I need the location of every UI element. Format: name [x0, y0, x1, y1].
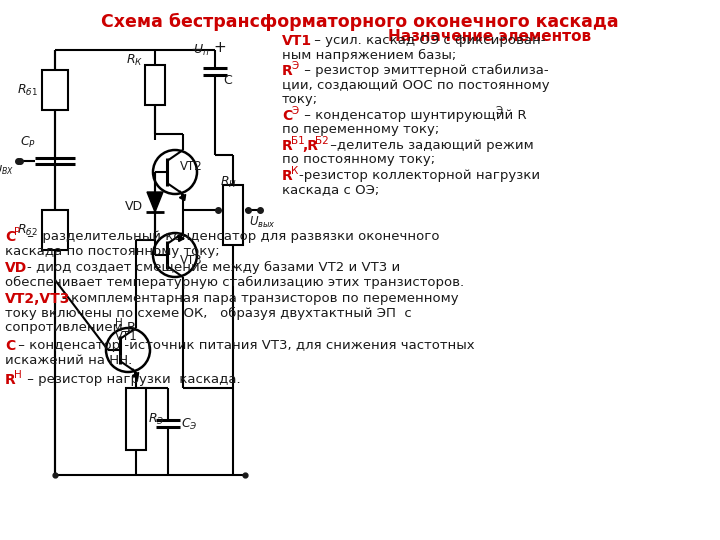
Text: VT3: VT3: [180, 253, 202, 267]
Text: Э: Э: [291, 61, 298, 71]
Text: R: R: [5, 373, 16, 387]
Bar: [42, 210, 68, 250]
Text: каскада по постоянному току;: каскада по постоянному току;: [5, 245, 220, 258]
Text: VD: VD: [125, 199, 143, 213]
Text: – резистор нагрузки  каскада.: – резистор нагрузки каскада.: [23, 373, 240, 386]
Text: по переменному току;: по переменному току;: [282, 123, 439, 136]
Text: –делитель задающий режим: –делитель задающий режим: [326, 138, 534, 152]
Text: $U_{вых}$: $U_{вых}$: [249, 214, 276, 230]
Text: R: R: [282, 168, 293, 183]
Text: – конденсатор шунтирующий R: – конденсатор шунтирующий R: [300, 109, 526, 122]
Text: каскада с ОЭ;: каскада с ОЭ;: [282, 183, 379, 196]
Text: VD: VD: [5, 261, 27, 275]
Text: току;: току;: [282, 93, 318, 106]
Text: С: С: [5, 230, 15, 244]
Text: - комплементарная пара транзисторов по переменному: - комплементарная пара транзисторов по п…: [62, 292, 459, 305]
Text: – усил. каскад ОЭ с фиксирован-: – усил. каскад ОЭ с фиксирован-: [310, 34, 546, 47]
Text: С: С: [282, 109, 292, 123]
Text: Н: Н: [115, 318, 122, 328]
Text: Б1: Б1: [291, 136, 305, 145]
Text: Назначение элементов: Назначение элементов: [388, 29, 592, 44]
Text: Н: Н: [14, 369, 22, 380]
Text: -резистор коллекторной нагрузки: -резистор коллекторной нагрузки: [299, 168, 540, 181]
Text: +: +: [214, 40, 226, 56]
Text: искажений на НЧ.: искажений на НЧ.: [5, 354, 132, 367]
Bar: [223, 185, 243, 245]
FancyArrow shape: [179, 191, 186, 200]
Bar: [42, 70, 68, 110]
Text: по постоянному току;: по постоянному току;: [282, 153, 435, 166]
Text: $R_К$: $R_К$: [126, 52, 143, 68]
Text: Схема бестрансформаторного оконечного каскада: Схема бестрансформаторного оконечного ка…: [102, 13, 618, 31]
Text: К: К: [291, 165, 298, 176]
Text: – резистор эмиттерной стабилиза-: – резистор эмиттерной стабилиза-: [300, 64, 549, 77]
Text: С: С: [5, 340, 15, 354]
Bar: [126, 388, 146, 450]
Text: Э: Э: [291, 105, 298, 116]
Text: –  разделительный конденсатор для развязки оконечного: – разделительный конденсатор для развязк…: [23, 230, 439, 243]
Text: VT2: VT2: [180, 160, 203, 173]
Text: Э: Э: [496, 105, 503, 116]
Text: - диод создает смещение между базами VT2 и VT3 и: - диод создает смещение между базами VT2…: [27, 261, 400, 274]
Text: $R_Э$: $R_Э$: [148, 411, 165, 427]
Text: – конденсатор -источник питания VT3, для снижения частотных: – конденсатор -источник питания VT3, для…: [14, 340, 474, 353]
Text: $R_{б2}$: $R_{б2}$: [17, 222, 38, 238]
Text: C: C: [223, 73, 232, 86]
Polygon shape: [147, 192, 163, 212]
Text: $R_Н$: $R_Н$: [220, 175, 237, 190]
Text: R: R: [282, 138, 293, 152]
Text: $C_Э$: $C_Э$: [181, 416, 198, 431]
Text: ,R: ,R: [302, 138, 318, 152]
Text: R: R: [282, 64, 293, 78]
Text: $R_{б1}$: $R_{б1}$: [17, 83, 38, 98]
Text: $U_{ВХ}$: $U_{ВХ}$: [0, 163, 14, 177]
Text: обеспечивает температурную стабилизацию этих транзисторов.: обеспечивает температурную стабилизацию …: [5, 275, 464, 288]
Text: −: −: [191, 43, 203, 57]
Text: току включены по схеме ОК,   образуя двухтактный ЭП  с: току включены по схеме ОК, образуя двухт…: [5, 307, 412, 320]
Text: сопротивлением R: сопротивлением R: [5, 321, 136, 334]
Text: ции, создающий ООС по постоянному: ции, создающий ООС по постоянному: [282, 78, 549, 91]
Text: VT1: VT1: [114, 330, 138, 343]
FancyArrow shape: [178, 233, 184, 241]
Text: Р: Р: [14, 227, 20, 237]
Text: ным напряжением базы;: ным напряжением базы;: [282, 49, 456, 62]
Text: $U_п$: $U_п$: [194, 43, 210, 58]
Text: VT1: VT1: [282, 34, 312, 48]
Text: $C_P$: $C_P$: [20, 135, 36, 150]
Bar: [145, 65, 165, 105]
Text: Б2: Б2: [315, 136, 329, 145]
Text: .: .: [127, 321, 131, 334]
FancyArrow shape: [132, 369, 139, 379]
Text: VT2,VT3: VT2,VT3: [5, 292, 71, 306]
